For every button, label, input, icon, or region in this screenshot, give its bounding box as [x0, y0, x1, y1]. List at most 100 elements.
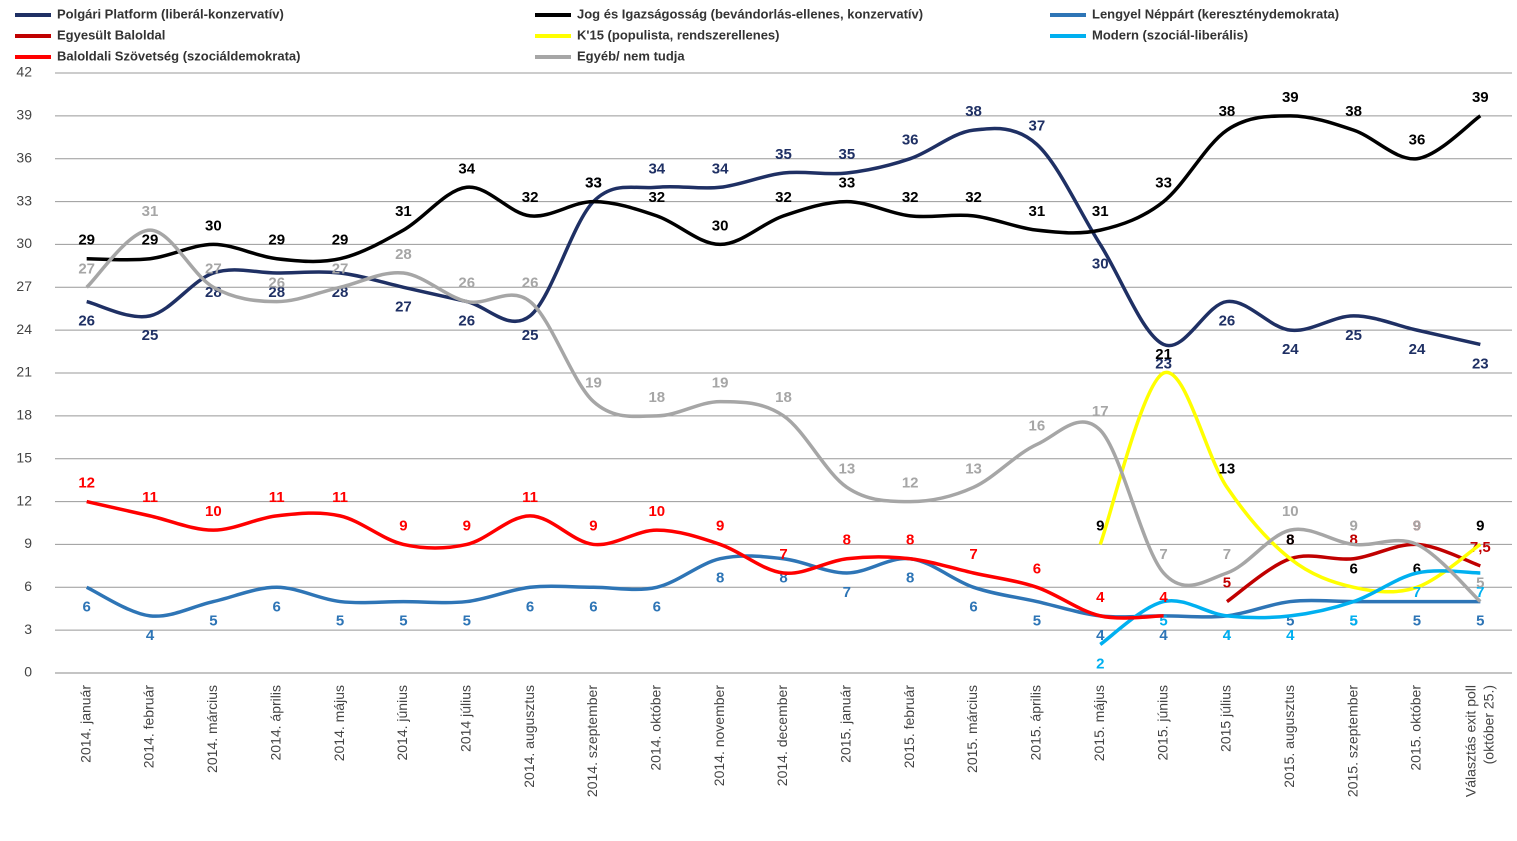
data-label: 26 — [268, 275, 285, 292]
data-label: 25 — [1345, 327, 1362, 344]
data-label: 32 — [902, 189, 919, 206]
data-label: 5 — [463, 613, 471, 630]
data-label: 39 — [1282, 89, 1299, 106]
x-tick-label: 2015. október — [1408, 685, 1424, 771]
data-label: 4 — [1096, 627, 1105, 644]
x-tick-label: 2014 július — [457, 685, 473, 752]
data-label: 6 — [1033, 560, 1041, 577]
data-label: 32 — [775, 189, 792, 206]
data-label: 4 — [1159, 627, 1168, 644]
x-tick-label: 2014. augusztus — [521, 685, 537, 788]
data-label: 39 — [1472, 89, 1489, 106]
data-label: 34 — [712, 160, 729, 177]
series-line — [86, 126, 1481, 348]
data-label: 11 — [522, 489, 538, 506]
data-label: 38 — [1345, 103, 1362, 120]
y-tick-label: 12 — [16, 492, 32, 508]
data-label: 31 — [142, 203, 159, 220]
data-label: 34 — [648, 160, 665, 177]
data-label: 9 — [589, 517, 597, 534]
data-label: 35 — [775, 146, 792, 163]
data-label: 8 — [779, 570, 787, 587]
data-label: 37 — [1029, 117, 1046, 134]
data-label: 32 — [965, 189, 982, 206]
data-label: 6 — [83, 598, 91, 615]
data-label: 23 — [1472, 355, 1489, 372]
data-label: 21 — [1155, 346, 1172, 363]
data-label: 10 — [648, 503, 665, 520]
data-label: 29 — [268, 232, 285, 249]
data-label: 30 — [205, 217, 222, 234]
x-tick-label: 2015. augusztus — [1281, 685, 1297, 788]
data-label: 11 — [332, 489, 348, 506]
data-label: 5 — [1033, 613, 1041, 630]
x-tick-label: Választás exit poll (október 25.) — [1462, 685, 1496, 797]
series-line — [1099, 569, 1481, 646]
data-label: 4 — [1159, 589, 1168, 606]
data-label: 4 — [1096, 589, 1105, 606]
data-label: 4 — [1223, 627, 1232, 644]
data-label: 36 — [902, 132, 919, 149]
y-tick-label: 30 — [16, 235, 32, 251]
data-label: 9 — [716, 517, 724, 534]
data-label: 27 — [78, 260, 95, 277]
x-tick-label: 2015. szeptember — [1344, 685, 1360, 797]
data-label: 4 — [1286, 627, 1295, 644]
x-tick-label: 2015 július — [1218, 685, 1234, 752]
x-tick-label: 2015. február — [901, 685, 917, 769]
y-tick-label: 42 — [16, 64, 32, 80]
data-label: 5 — [1159, 613, 1167, 630]
data-label: 5 — [336, 613, 344, 630]
x-tick-label: 2015. június — [1154, 685, 1170, 761]
data-label: 16 — [1029, 417, 1046, 434]
legend-label: Lengyel Néppárt (kereszténydemokrata) — [1092, 6, 1339, 21]
y-tick-label: 24 — [16, 321, 32, 337]
data-label: 38 — [1219, 103, 1236, 120]
data-label: 5 — [1223, 575, 1231, 592]
x-tick-label: 2014. november — [711, 685, 727, 787]
data-label: 7 — [1223, 546, 1231, 563]
data-label: 13 — [839, 460, 856, 477]
data-label: 31 — [1092, 203, 1109, 220]
series-line — [86, 114, 1482, 264]
data-label: 27 — [332, 260, 349, 277]
data-label: 30 — [1092, 255, 1109, 272]
data-label: 26 — [522, 275, 539, 292]
data-label: 6 — [273, 598, 281, 615]
y-tick-label: 9 — [24, 535, 32, 551]
y-tick-label: 36 — [16, 149, 32, 165]
x-tick-label: 2014. május — [331, 685, 347, 761]
data-label: 9 — [1349, 517, 1357, 534]
data-label: 8 — [1286, 532, 1294, 549]
data-label: 4 — [1223, 627, 1232, 644]
y-tick-label: 6 — [24, 578, 32, 594]
data-label: 6 — [589, 598, 597, 615]
y-tick-label: 0 — [24, 664, 32, 680]
legend-label: Polgári Platform (liberál-konzervatív) — [57, 6, 284, 21]
y-tick-label: 18 — [16, 407, 32, 423]
data-label: 24 — [1409, 341, 1426, 358]
data-label: 36 — [1409, 132, 1426, 149]
series-line — [1098, 370, 1482, 594]
legend-label: Egyéb/ nem tudja — [577, 48, 685, 63]
x-tick-label: 2014. január — [77, 685, 93, 763]
data-label: 31 — [395, 203, 412, 220]
series-line — [1225, 542, 1481, 604]
data-label: 27 — [205, 260, 222, 277]
data-label: 8 — [716, 570, 724, 587]
data-label: 10 — [205, 503, 222, 520]
x-tick-label: 2014. szeptember — [584, 685, 600, 797]
y-tick-label: 39 — [16, 107, 32, 123]
series-line — [86, 499, 1164, 620]
data-label: 9 — [463, 517, 471, 534]
y-tick-label: 21 — [16, 364, 32, 380]
data-label: 38 — [965, 103, 982, 120]
data-label: 25 — [142, 327, 159, 344]
data-label: 8 — [1286, 532, 1294, 549]
data-label: 6 — [1413, 560, 1421, 577]
data-label: 33 — [585, 175, 602, 192]
data-label: 9 — [1476, 517, 1484, 534]
data-label: 34 — [458, 160, 475, 177]
data-label: 24 — [1282, 341, 1299, 358]
